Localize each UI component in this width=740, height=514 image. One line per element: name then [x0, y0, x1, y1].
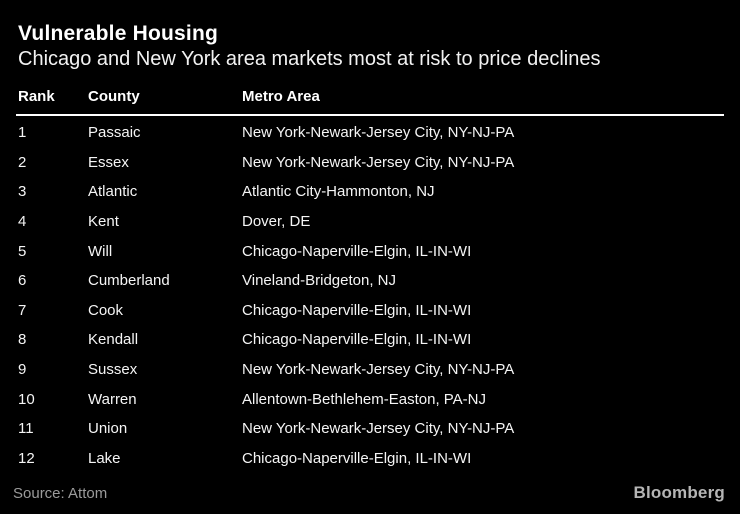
column-header-rank: Rank — [18, 88, 55, 105]
table-row: 6 Cumberland Vineland-Bridgeton, NJ — [18, 266, 725, 296]
source-attribution: Source: Attom — [13, 485, 108, 502]
rank-cell: 1 — [18, 124, 27, 142]
column-header-metro-area: Metro Area — [242, 88, 320, 105]
table-row: 7 Cook Chicago-Naperville-Elgin, IL-IN-WI — [18, 296, 725, 326]
county-cell: Sussex — [88, 361, 138, 379]
rank-cell: 6 — [18, 272, 27, 290]
metro-area-cell: Dover, DE — [242, 213, 311, 231]
county-cell: Will — [88, 242, 113, 260]
metro-area-cell: Atlantic City-Hammonton, NJ — [242, 183, 435, 201]
rank-table: Rank County Metro Area 1 Passaic New York-… — [0, 72, 740, 473]
rank-cell: 12 — [18, 449, 35, 467]
chart-header: Vulnerable Housing Chicago and New York … — [0, 0, 740, 72]
table-row: 8 Kendall Chicago-Naperville-Elgin, IL-IN-… — [18, 325, 725, 355]
metro-area-cell: New York-Newark-Jersey City, NY-NJ-PA — [242, 124, 515, 142]
chart-subtitle: Chicago and New York area markets most a… — [18, 48, 601, 70]
metro-area-cell: Chicago-Naperville-Elgin, IL-IN-WI — [242, 331, 472, 349]
rank-cell: 11 — [18, 420, 34, 438]
table-row: 4 Kent Dover, DE — [18, 207, 725, 237]
metro-area-cell: Vineland-Bridgeton, NJ — [242, 272, 396, 290]
metro-area-cell: New York-Newark-Jersey City, NY-NJ-PA — [242, 420, 515, 438]
metro-area-cell: Chicago-Naperville-Elgin, IL-IN-WI — [242, 301, 472, 319]
rank-cell: 3 — [18, 183, 27, 201]
metro-area-cell: Allentown-Bethlehem-Easton, PA-NJ — [242, 390, 486, 408]
table-row: 5 Will Chicago-Naperville-Elgin, IL-IN-WI — [18, 236, 725, 266]
metro-area-cell: New York-Newark-Jersey City, NY-NJ-PA — [242, 153, 515, 171]
table-row: 1 Passaic New York-Newark-Jersey City, NY-… — [18, 118, 725, 148]
rank-cell: 5 — [18, 242, 27, 260]
column-header-county: County — [88, 88, 140, 105]
metro-area-cell: Chicago-Naperville-Elgin, IL-IN-WI — [242, 449, 472, 467]
county-cell: Cumberland — [88, 272, 170, 290]
table-row: 12 Lake Chicago-Naperville-Elgin, IL-IN-WI — [18, 444, 725, 474]
county-cell: Warren — [88, 390, 137, 408]
county-cell: Union — [88, 420, 128, 438]
table-row: 2 Essex New York-Newark-Jersey City, NY-NJ… — [18, 148, 725, 178]
rank-cell: 10 — [18, 390, 35, 408]
county-cell: Atlantic — [88, 183, 138, 201]
chart-title: Vulnerable Housing — [18, 22, 219, 45]
header-rule — [16, 114, 724, 116]
chart-footer: Source: Attom Bloomberg — [13, 483, 725, 503]
table-header-row: Rank County Metro Area — [0, 72, 740, 105]
table-row: 11 Union New York-Newark-Jersey City, NY-N… — [18, 414, 725, 444]
county-cell: Cook — [88, 301, 124, 319]
table-row: 10 Warren Allentown-Bethlehem-Easton, PA-N… — [18, 384, 725, 414]
rank-cell: 9 — [18, 361, 27, 379]
rank-cell: 8 — [18, 331, 27, 349]
county-cell: Kendall — [88, 331, 139, 349]
table-body: 1 Passaic New York-Newark-Jersey City, NY-… — [0, 116, 740, 473]
rank-cell: 4 — [18, 213, 27, 231]
metro-area-cell: Chicago-Naperville-Elgin, IL-IN-WI — [242, 242, 472, 260]
county-cell: Passaic — [88, 124, 141, 142]
county-cell: Essex — [88, 153, 129, 171]
rank-cell: 2 — [18, 153, 27, 171]
bloomberg-wordmark: Bloomberg — [633, 483, 725, 502]
metro-area-cell: New York-Newark-Jersey City, NY-NJ-PA — [242, 361, 515, 379]
table-row: 9 Sussex New York-Newark-Jersey City, NY-N… — [18, 355, 725, 385]
table-row: 3 Atlantic Atlantic City-Hammonton, NJ — [18, 177, 725, 207]
rank-cell: 7 — [18, 301, 27, 319]
county-cell: Kent — [88, 213, 119, 231]
county-cell: Lake — [88, 449, 121, 467]
